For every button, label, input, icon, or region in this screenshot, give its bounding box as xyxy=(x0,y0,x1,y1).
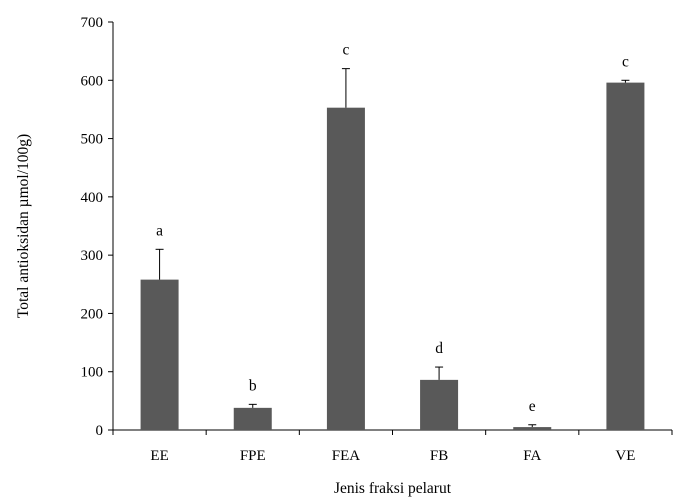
y-tick-label: 0 xyxy=(96,423,104,439)
bar-FPE xyxy=(233,407,272,430)
bar-FA xyxy=(513,427,552,430)
y-tick-label: 400 xyxy=(81,190,104,206)
y-tick-label: 100 xyxy=(81,365,104,381)
bar-EE xyxy=(140,279,179,430)
bar-FB xyxy=(420,379,459,430)
y-tick-label: 200 xyxy=(81,306,104,322)
y-tick-label: 700 xyxy=(81,15,104,31)
y-tick-label: 600 xyxy=(81,73,104,89)
x-axis-title: Jenis fraksi pelarut xyxy=(334,480,452,497)
x-tick-label-VE: VE xyxy=(615,448,635,464)
y-tick-label: 500 xyxy=(81,132,104,148)
x-tick-label-FB: FB xyxy=(430,448,448,464)
sig-label-FPE: b xyxy=(249,377,257,394)
bar-VE xyxy=(606,82,645,431)
y-axis-title: Total antioksidan µmol/100g) xyxy=(15,134,32,318)
error-bars xyxy=(155,68,630,428)
x-tick-label-FA: FA xyxy=(523,448,541,464)
bar-FEA xyxy=(326,107,365,431)
y-tick-label: 300 xyxy=(81,248,104,264)
sig-label-FB: d xyxy=(435,340,443,357)
y-ticks: 0 100 200 300 400 500 600 700 xyxy=(81,15,113,439)
sig-label-FEA: c xyxy=(342,42,349,59)
sig-label-FA: e xyxy=(529,398,536,415)
x-tick-label-FPE: FPE xyxy=(240,448,266,464)
significance-labels: a b c d e c xyxy=(156,42,629,415)
x-tick-label-FEA: FEA xyxy=(332,448,361,464)
axes xyxy=(112,22,672,431)
sig-label-EE: a xyxy=(156,222,163,239)
bars xyxy=(140,82,645,431)
sig-label-VE: c xyxy=(622,53,629,70)
x-ticks: EE FPE FEA FB FA VE xyxy=(112,430,673,464)
x-tick-label-EE: EE xyxy=(150,448,168,464)
